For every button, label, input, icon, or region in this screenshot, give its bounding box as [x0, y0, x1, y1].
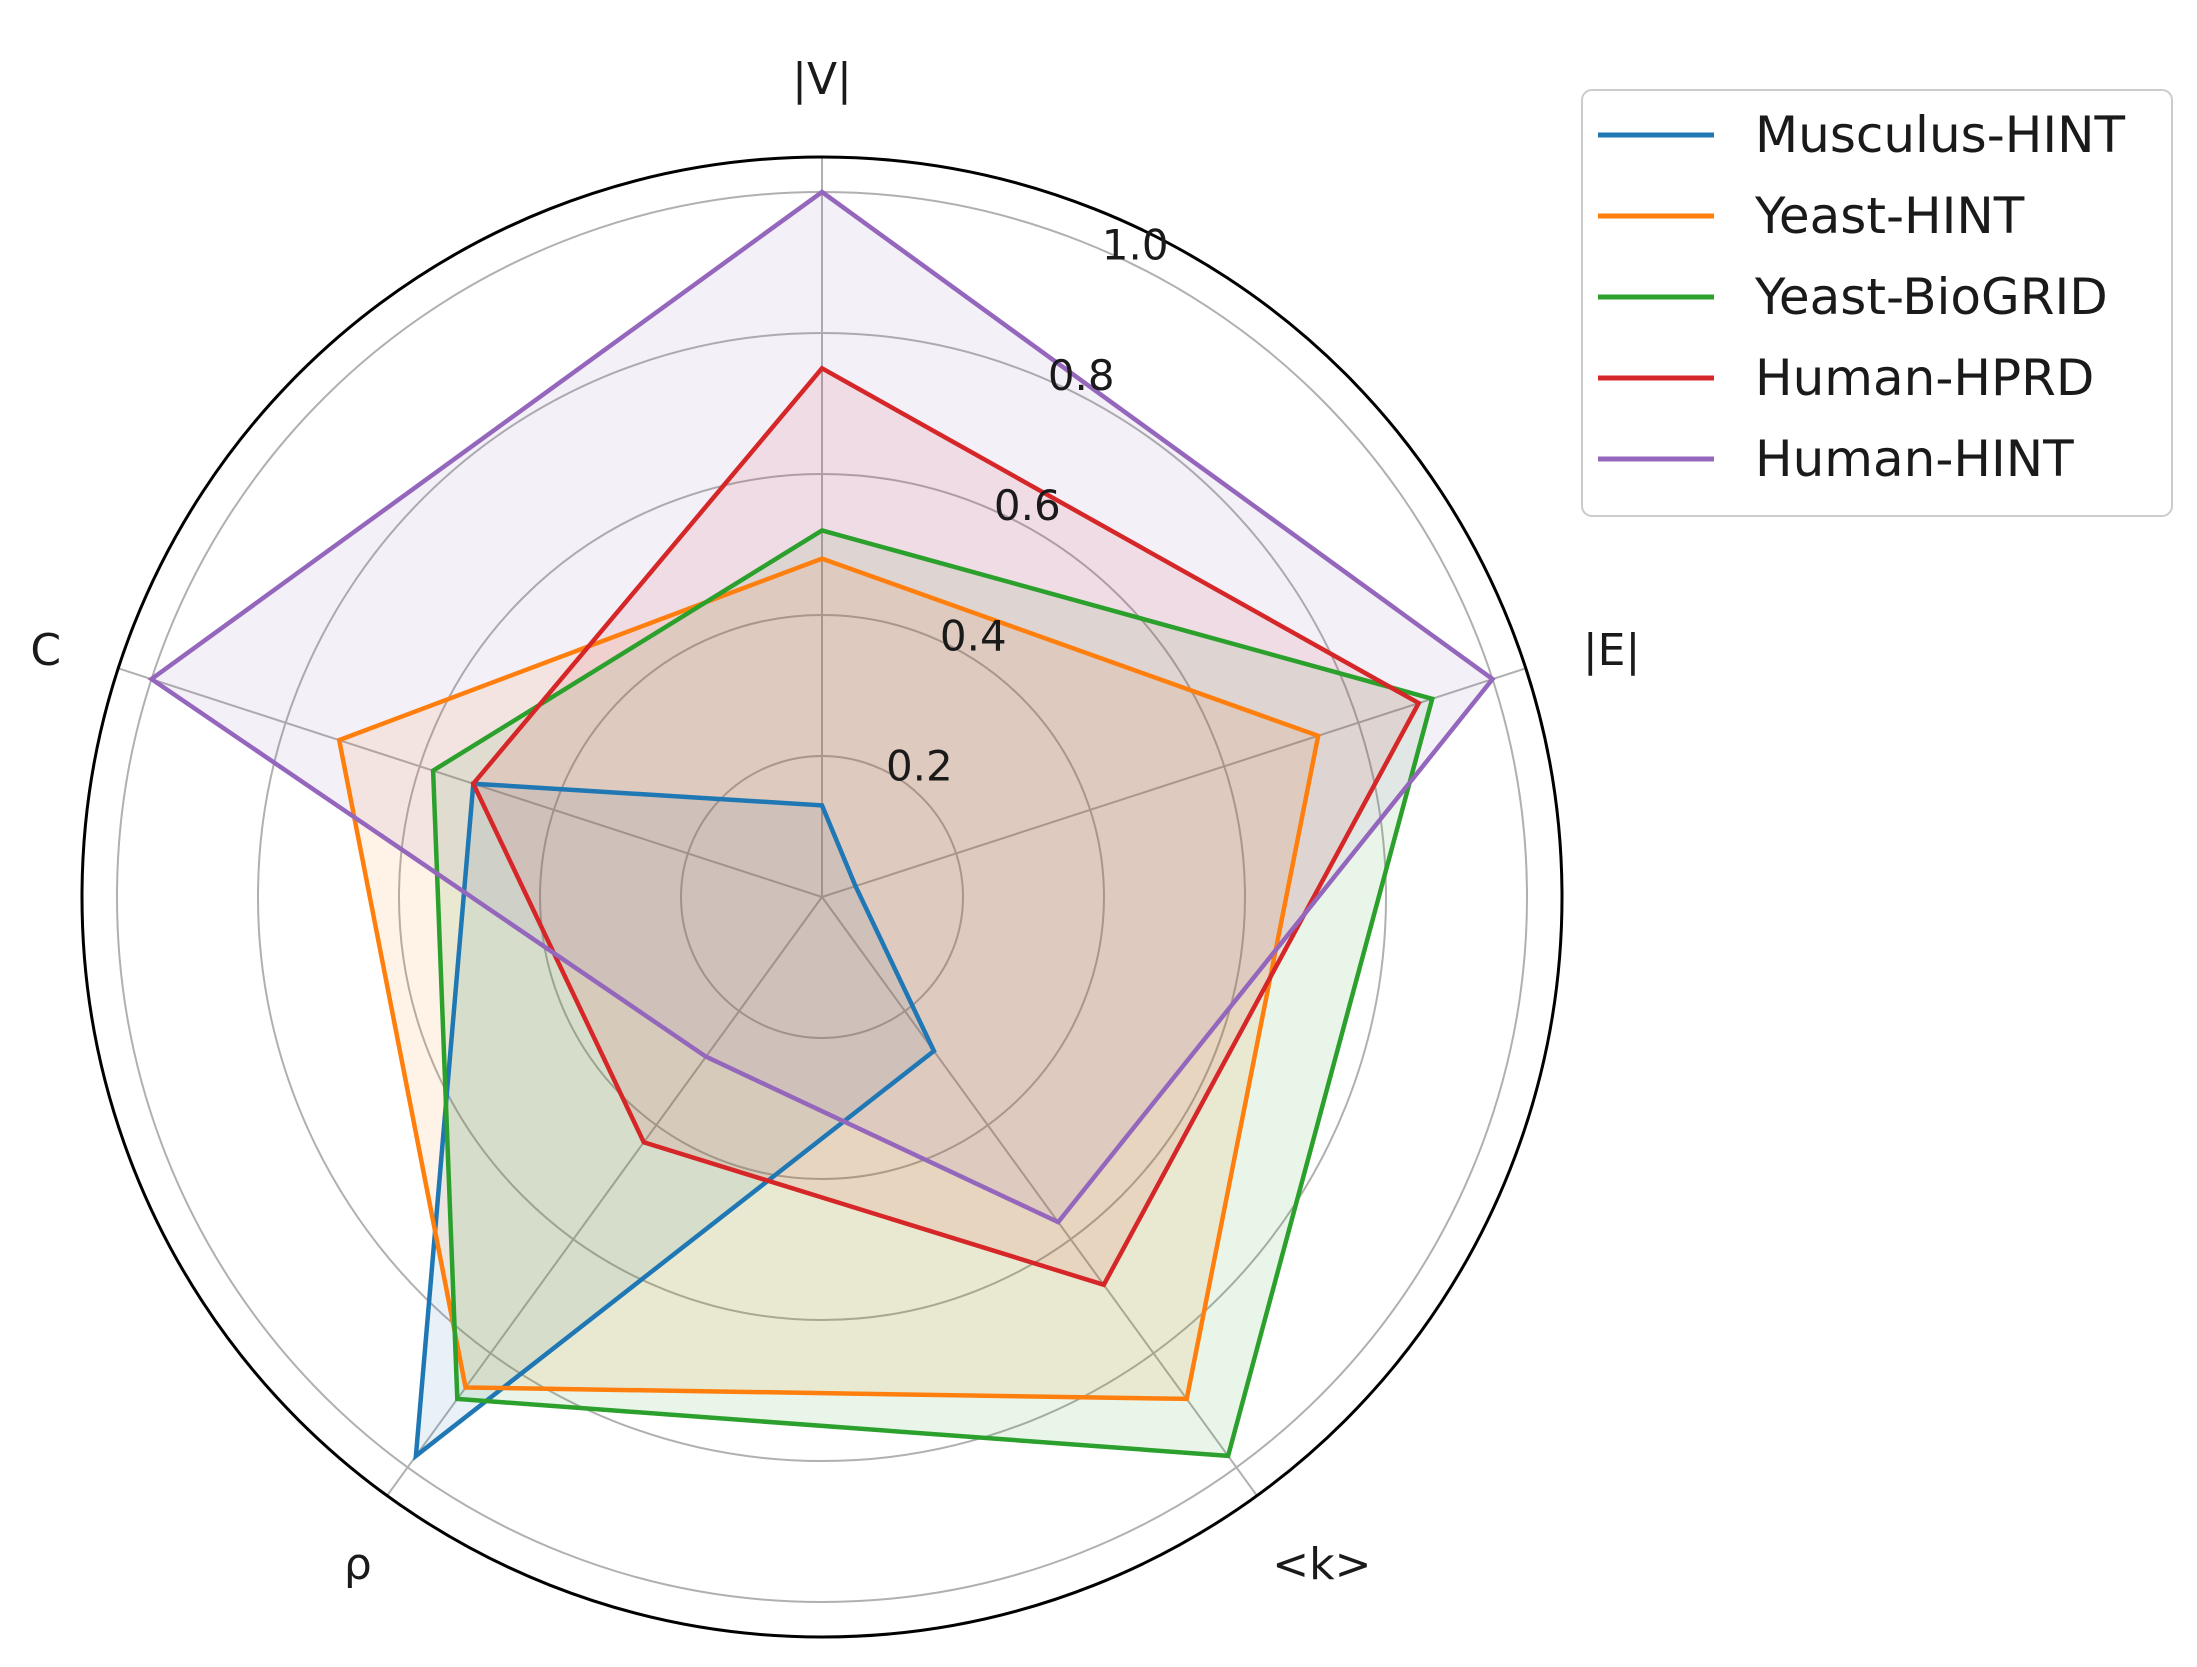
- r-tick-label-3: 0.6: [994, 481, 1061, 530]
- r-tick-label-1: 0.2: [886, 742, 953, 791]
- series-fill-3: [433, 530, 1433, 1456]
- series-line-1: [413, 781, 937, 1461]
- grid-spoke-2: [821, 667, 1527, 898]
- axis-label-5: C: [30, 625, 61, 676]
- legend-box: [1581, 89, 2173, 517]
- series-fill-layer: [151, 192, 1493, 1456]
- series-fill-5: [151, 192, 1493, 1223]
- axis-label-1: |V|: [792, 54, 852, 105]
- r-tick-label-5: 1.0: [1102, 221, 1169, 270]
- series-line-layer: [147, 189, 1496, 1461]
- legend-label-4: Human-HPRD: [1755, 349, 2094, 407]
- axis-label-4: ρ: [344, 1539, 372, 1590]
- r-tick-label-4: 0.8: [1048, 351, 1115, 400]
- r-tick-label-2: 0.4: [940, 611, 1007, 660]
- axis-labels: |V| |E| <k> ρ C: [30, 54, 1640, 1590]
- series-line-2: [336, 556, 1321, 1402]
- outer-frame: [80, 155, 1564, 1639]
- r-tick-labels: 0.2 0.4 0.6 0.8 1.0: [886, 221, 1169, 791]
- legend-label-2: Yeast-HINT: [1754, 187, 2025, 245]
- series-line-5: [147, 189, 1496, 1225]
- legend-label-1: Musculus-HINT: [1755, 106, 2125, 164]
- legend-label-3: Yeast-BioGRID: [1754, 268, 2108, 326]
- grid-spoke-3: [821, 896, 1258, 1497]
- axis-label-2: |E|: [1583, 625, 1640, 676]
- series-line-4: [470, 365, 1422, 1288]
- axis-label-3: <k>: [1272, 1539, 1371, 1590]
- grid-spoke-5: [117, 667, 823, 898]
- grid-spoke-4: [386, 896, 823, 1497]
- series-line-3: [430, 527, 1435, 1459]
- series-fill-1: [415, 783, 934, 1456]
- legend-label-5: Human-HINT: [1755, 430, 2074, 488]
- series-fill-2: [339, 558, 1319, 1399]
- legend: Musculus-HINT Yeast-HINT Yeast-BioGRID Huma…: [1581, 89, 2173, 517]
